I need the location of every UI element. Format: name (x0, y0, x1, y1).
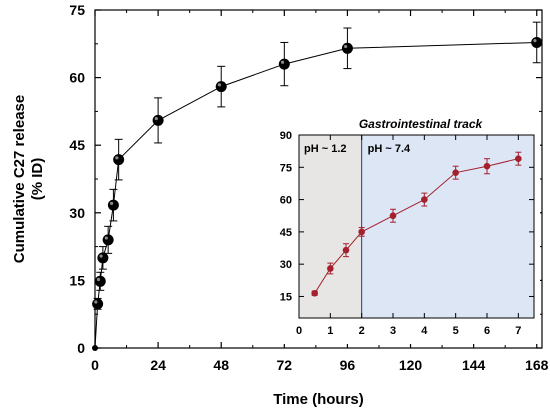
data-point-highlight (533, 39, 537, 43)
inset-data-point (311, 289, 318, 297)
y-axis-title: Cumulative C27 release (% ID) (11, 95, 46, 263)
inset-y-tick-label: 15 (280, 291, 292, 303)
data-point (97, 252, 109, 264)
inset-y-tick-label: 90 (280, 130, 292, 142)
inset-x-tick-label: 4 (421, 325, 428, 337)
y-tick-label: 30 (69, 205, 85, 221)
inset-data-point (421, 196, 428, 203)
data-point (278, 58, 290, 70)
y-axis-title-line2: (% ID) (29, 158, 46, 201)
x-tick-label: 144 (462, 357, 486, 373)
inset-y-tick-label: 60 (280, 195, 292, 207)
x-tick-label: 24 (150, 357, 166, 373)
inset-data-point (515, 155, 522, 162)
y-tick-label: 45 (69, 137, 85, 153)
data-point-highlight (99, 254, 103, 258)
data-point-highlight (104, 236, 108, 240)
data-point (92, 345, 98, 351)
data-point (102, 234, 114, 246)
inset-x-tick-label: 2 (359, 325, 365, 337)
x-tick-label: 120 (399, 357, 423, 373)
ph-region (299, 135, 362, 318)
inset-y-tick-label: 45 (280, 227, 292, 239)
inset-x-tick-label: 1 (327, 325, 333, 337)
y-tick-label: 15 (69, 272, 85, 288)
inset-plot: pH ~ 1.2 pH ~ 7.4 Gastrointestinal track 0 1… (262, 112, 540, 344)
data-point-highlight (94, 300, 98, 304)
data-point (531, 36, 543, 48)
inset-x-tick-label: 3 (390, 325, 396, 337)
y-tick-label: 0 (77, 340, 85, 356)
inset-title: Gastrointestinal track (359, 117, 484, 131)
x-tick-label: 48 (213, 357, 229, 373)
data-point (107, 199, 119, 211)
data-point-highlight (96, 277, 101, 282)
inset-x-tick-label: 6 (484, 325, 490, 337)
inset-data-point (389, 212, 397, 220)
x-tick-label: 72 (277, 357, 293, 373)
data-point (92, 298, 104, 310)
data-point-highlight (154, 117, 158, 121)
data-point-highlight (280, 60, 285, 64)
data-point-highlight (115, 156, 119, 160)
inset-data-point (342, 246, 350, 254)
inset-x-tick-label: 7 (515, 325, 521, 337)
y-tick-label: 75 (69, 2, 85, 18)
ph-region-label: pH ~ 1.2 (304, 143, 347, 155)
data-point (94, 275, 106, 287)
x-axis-title: Time (hours) (273, 391, 364, 408)
inset-y-tick-label: 75 (280, 162, 292, 174)
x-tick-label: 168 (525, 357, 549, 373)
data-point-highlight (344, 44, 348, 49)
inset-data-point (327, 265, 334, 272)
inset-x-tick-label: 0 (296, 325, 302, 337)
y-tick-label: 60 (69, 70, 85, 86)
data-point (341, 42, 353, 54)
data-point (113, 154, 125, 166)
x-tick-label: 96 (340, 357, 356, 373)
data-point-highlight (110, 201, 114, 205)
inset-data-point (452, 169, 459, 176)
inset-y-tick-label: 30 (280, 259, 292, 271)
inset-x-tick-label: 5 (453, 325, 459, 337)
data-point (152, 114, 164, 126)
inset-frame (298, 134, 535, 319)
y-axis-title-line1: Cumulative C27 release (11, 95, 28, 263)
inset-data-point (358, 228, 365, 236)
ph-region-label: pH ~ 7.4 (368, 143, 411, 155)
data-point-highlight (217, 83, 222, 87)
x-tick-label: 0 (91, 357, 99, 373)
data-point (215, 81, 227, 93)
ph-region (361, 135, 534, 318)
inset-data-point (483, 162, 491, 170)
